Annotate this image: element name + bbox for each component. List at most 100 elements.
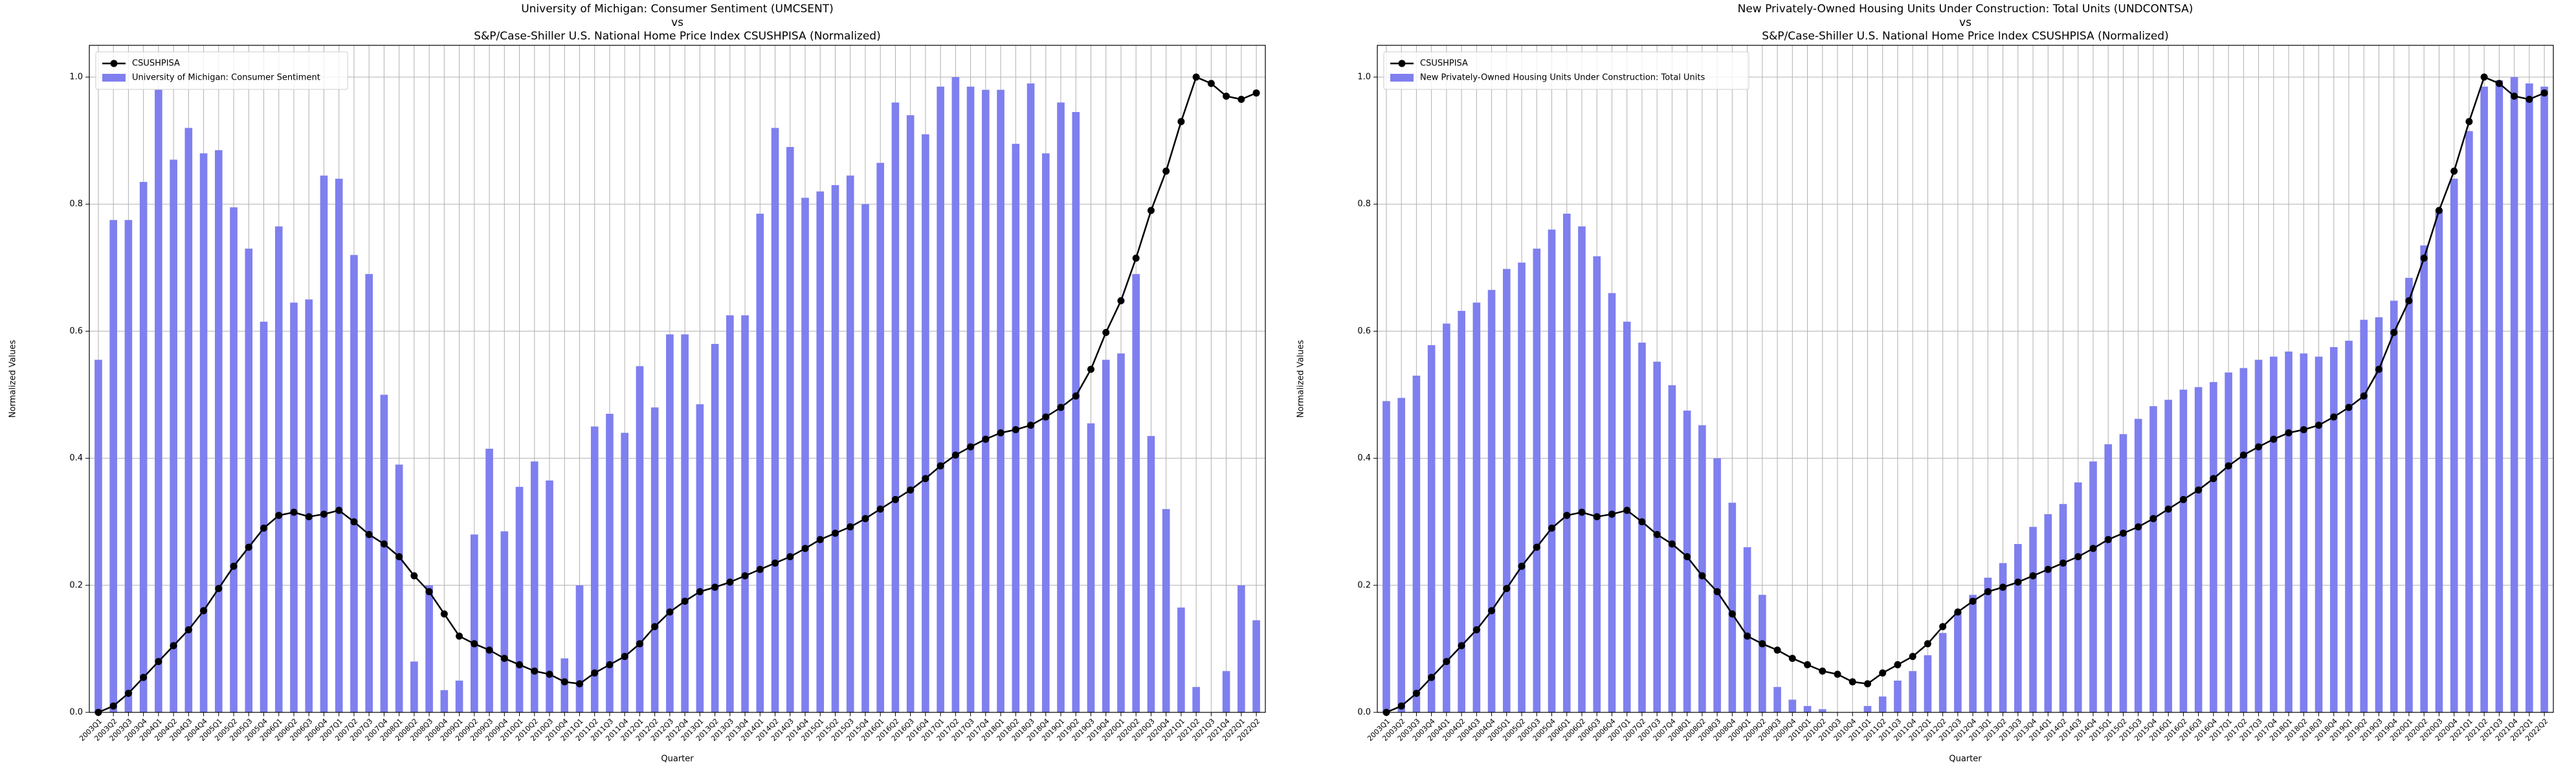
line-marker (1458, 642, 1465, 650)
bar (1938, 633, 1947, 712)
bar (1533, 248, 1541, 712)
line-marker (1773, 646, 1781, 654)
line-marker (2300, 425, 2307, 433)
line-marker (2104, 536, 2112, 543)
line-marker (876, 505, 884, 513)
bar (801, 198, 809, 712)
line-marker (516, 661, 524, 668)
bar (2029, 527, 2037, 712)
legend-label: University of Michigan: Consumer Sentime… (132, 73, 320, 83)
bar (260, 321, 268, 712)
line-marker (335, 506, 343, 514)
line-marker (1027, 422, 1035, 429)
y-tick-label: 0.4 (1357, 453, 1371, 463)
line-marker (471, 640, 478, 648)
bar (425, 585, 433, 712)
legend-label: CSUSHPISA (132, 59, 180, 69)
line-marker (2285, 429, 2293, 436)
line-marker (2164, 505, 2172, 513)
line-marker (816, 536, 824, 543)
bar (1041, 153, 1050, 712)
line-marker (1443, 658, 1450, 666)
line-marker (1072, 392, 1080, 400)
bar (1984, 578, 1992, 712)
bar (245, 248, 253, 712)
bar (1818, 709, 1827, 712)
line-marker (230, 562, 238, 570)
line-marker (1042, 413, 1050, 421)
bar (124, 220, 133, 712)
line-marker (124, 690, 132, 697)
subplot: 0.00.20.40.60.81.02003Q12003Q22003Q32003… (1296, 3, 2554, 764)
bar (1728, 503, 1737, 712)
line-marker (1819, 667, 1827, 675)
bar (2465, 131, 2473, 712)
bar (756, 213, 764, 712)
bar (1117, 353, 1125, 712)
bar (2149, 406, 2157, 712)
bar (951, 77, 960, 713)
chart-title: vs (671, 16, 683, 29)
bar (982, 89, 990, 712)
bar (1788, 699, 1797, 712)
legend-frame (1383, 51, 1749, 90)
bar (2059, 504, 2067, 712)
bar (1999, 563, 2007, 712)
line-marker (1533, 543, 1540, 551)
legend-swatch (102, 74, 126, 82)
bar (1969, 594, 1977, 712)
line-marker (2014, 578, 2022, 586)
bar (1087, 423, 1095, 712)
line-marker (997, 429, 1005, 436)
line-marker (1578, 508, 1586, 516)
line-marker (1759, 640, 1766, 648)
bar (2345, 341, 2353, 712)
line-marker (967, 443, 975, 451)
bar (1894, 680, 1902, 712)
bar (2285, 351, 2293, 712)
line-marker (1999, 583, 2007, 591)
chart-title: S&P/Case-Shiller U.S. National Home Pric… (1762, 30, 2168, 43)
line-marker (1969, 597, 1977, 605)
bar (485, 448, 493, 712)
bar (109, 220, 117, 712)
bar (2254, 359, 2263, 712)
bar (2044, 514, 2052, 712)
bar (500, 531, 509, 712)
line-marker (1713, 588, 1721, 596)
line-marker (937, 462, 944, 470)
line-marker (2435, 207, 2443, 214)
line-marker (1503, 585, 1511, 593)
line-marker (922, 475, 929, 482)
line-marker (2029, 572, 2037, 580)
line-marker (155, 658, 162, 666)
bar (2315, 356, 2323, 712)
y-tick-label: 0.6 (1357, 326, 1371, 336)
line-marker (2405, 297, 2413, 304)
line-marker (1428, 674, 1436, 681)
line-marker (1563, 512, 1571, 519)
line-marker (2420, 255, 2428, 262)
line-marker (861, 515, 869, 523)
line-marker (1863, 680, 1871, 688)
line-marker (1728, 610, 1736, 618)
line-marker (395, 553, 403, 561)
bar (2239, 368, 2248, 712)
bar (2225, 372, 2232, 712)
bar (170, 159, 177, 713)
line-marker (666, 608, 674, 616)
bar (1668, 385, 1676, 712)
line-marker (1638, 518, 1646, 526)
bar (1759, 594, 1766, 712)
legend-swatch (1390, 74, 1414, 82)
bar (1743, 547, 1751, 712)
line-marker (711, 583, 719, 591)
bar (2104, 444, 2113, 712)
line-marker (170, 642, 177, 650)
line-marker (772, 559, 779, 567)
line-marker (260, 525, 268, 532)
line-marker (290, 508, 298, 516)
bar (1578, 226, 1586, 713)
bar (846, 176, 854, 713)
line-marker (2495, 80, 2503, 87)
